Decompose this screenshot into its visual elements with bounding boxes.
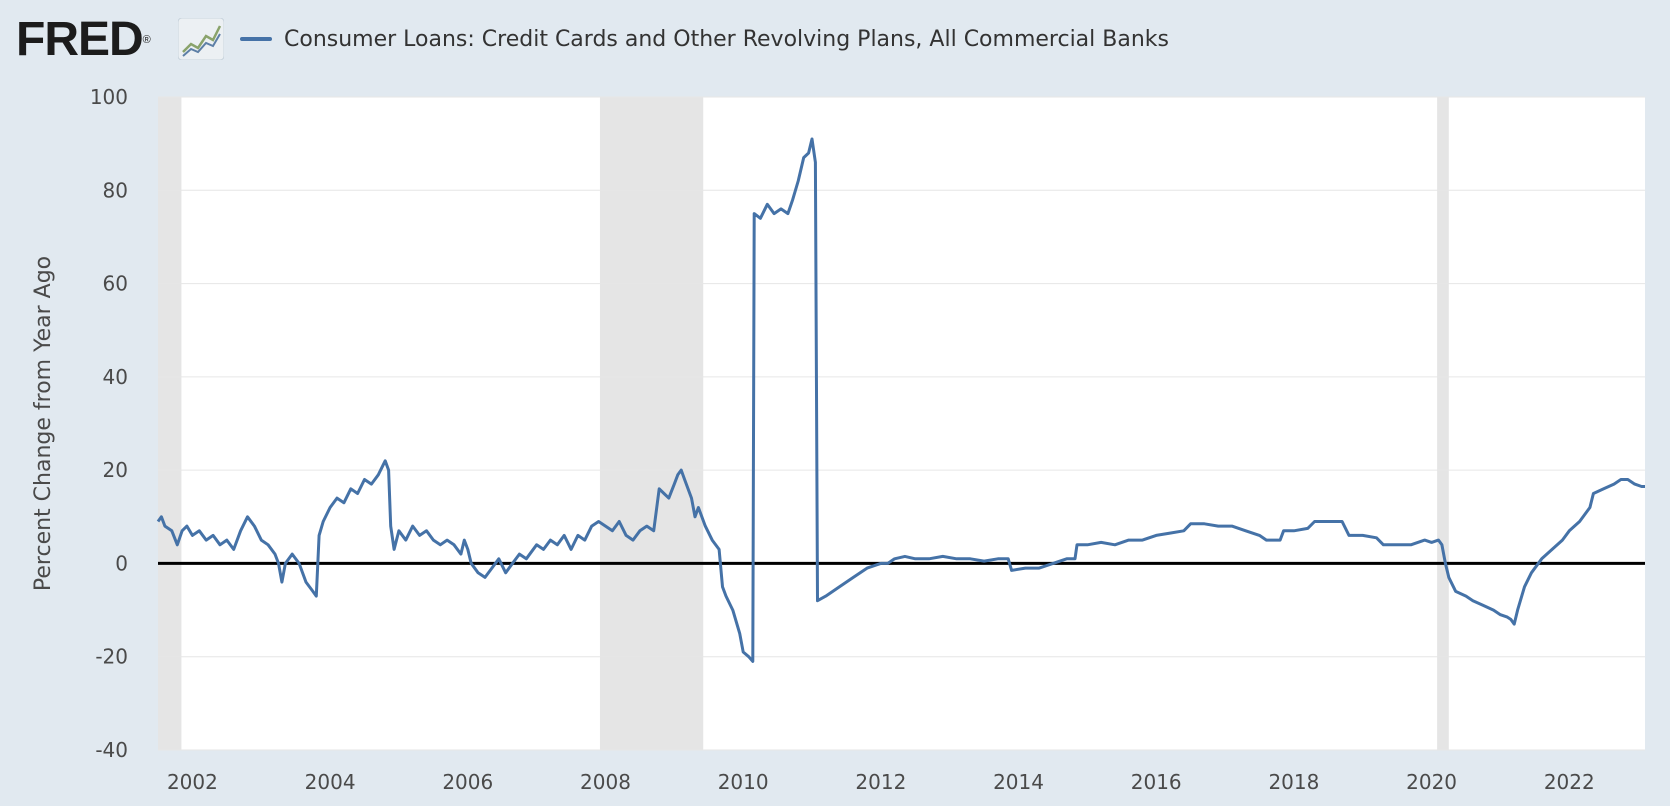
- y-axis: -40 -20 0 20 40 60 80 100: [90, 85, 128, 762]
- logo-text: FRED: [16, 13, 144, 66]
- x-tick-label: 2012: [855, 770, 906, 794]
- recession-band: [599, 97, 704, 750]
- recession-shading: [158, 97, 1449, 750]
- line-chart-icon: [178, 18, 224, 60]
- legend-swatch: [240, 37, 272, 41]
- x-tick-label: 2010: [718, 770, 769, 794]
- y-tick-label: -40: [95, 738, 128, 762]
- y-axis-title: Percent Change from Year Ago: [31, 256, 56, 591]
- x-tick-label: 2008: [580, 770, 631, 794]
- recession-band: [158, 97, 182, 750]
- recession-band: [1437, 97, 1449, 750]
- y-tick-label: -20: [95, 645, 128, 669]
- x-tick-label: 2020: [1406, 770, 1457, 794]
- y-tick-label: 80: [103, 178, 128, 202]
- logo-registered-mark: ®: [142, 34, 151, 46]
- x-tick-label: 2022: [1544, 770, 1595, 794]
- chart-header: FRED® Consumer Loans: Credit Cards and O…: [0, 0, 1670, 80]
- x-tick-label: 2004: [305, 770, 356, 794]
- grid-lines: [158, 96, 1645, 751]
- x-tick-label: 2014: [993, 770, 1044, 794]
- y-tick-label: 40: [103, 365, 128, 389]
- legend-series-label: Consumer Loans: Credit Cards and Other R…: [284, 26, 1169, 52]
- series-layer: [156, 137, 1645, 663]
- x-tick-label: 2002: [167, 770, 218, 794]
- x-axis: 2002 2004 2006 2008 2010 2012 2014 2016 2018 2020…: [167, 770, 1595, 794]
- fred-logo[interactable]: FRED®: [16, 10, 151, 70]
- series-line[interactable]: [156, 137, 1645, 663]
- y-tick-label: 20: [103, 458, 128, 482]
- x-tick-label: 2006: [442, 770, 493, 794]
- plot-area: [158, 97, 1645, 750]
- y-tick-label: 100: [90, 85, 128, 109]
- y-tick-label: 0: [115, 551, 128, 575]
- x-tick-label: 2018: [1268, 770, 1319, 794]
- y-tick-label: 60: [103, 272, 128, 296]
- x-tick-label: 2016: [1131, 770, 1182, 794]
- chart-legend[interactable]: Consumer Loans: Credit Cards and Other R…: [240, 22, 1169, 56]
